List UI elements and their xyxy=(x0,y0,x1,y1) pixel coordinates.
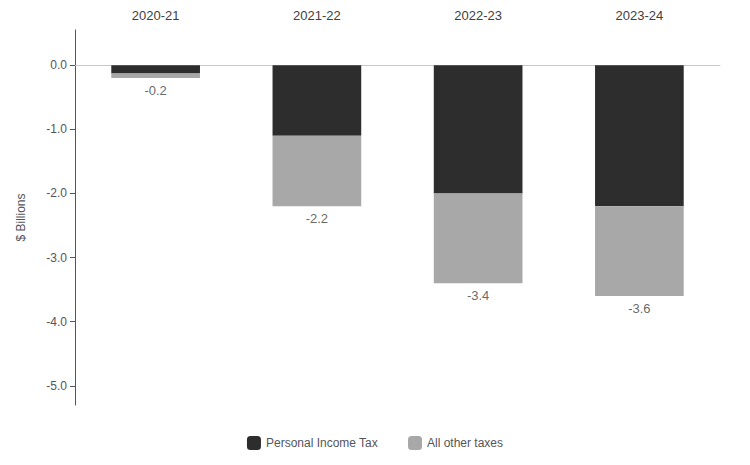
svg-text:2020-21: 2020-21 xyxy=(132,8,180,23)
svg-text:-3.4: -3.4 xyxy=(467,288,489,303)
svg-text:-3.6: -3.6 xyxy=(628,301,650,316)
svg-text:-5.0: -5.0 xyxy=(46,379,67,393)
svg-text:-4.0: -4.0 xyxy=(46,315,67,329)
svg-text:0.0: 0.0 xyxy=(50,58,67,72)
svg-text:All other taxes: All other taxes xyxy=(427,436,503,450)
svg-text:Personal Income Tax: Personal Income Tax xyxy=(266,436,378,450)
svg-text:-3.0: -3.0 xyxy=(46,251,67,265)
svg-text:$ Billions: $ Billions xyxy=(14,193,28,241)
svg-text:-1.0: -1.0 xyxy=(46,122,67,136)
svg-text:-0.2: -0.2 xyxy=(144,83,166,98)
svg-text:-2.2: -2.2 xyxy=(306,211,328,226)
svg-text:-2.0: -2.0 xyxy=(46,186,67,200)
svg-text:2021-22: 2021-22 xyxy=(293,8,341,23)
svg-text:2023-24: 2023-24 xyxy=(616,8,664,23)
svg-text:2022-23: 2022-23 xyxy=(454,8,502,23)
